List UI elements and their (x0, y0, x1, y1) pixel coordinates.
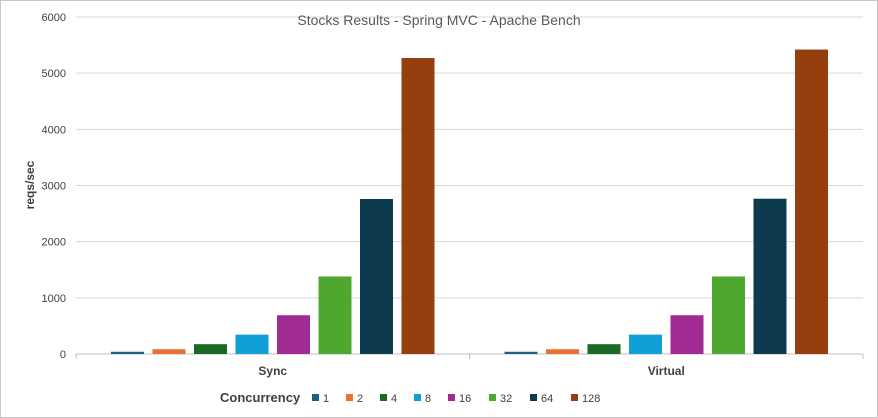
legend-swatch (489, 394, 496, 401)
legend-swatch (530, 394, 537, 401)
legend-entry: 64 (541, 393, 553, 405)
legend-entry: 128 (582, 393, 600, 405)
bar-sync-2 (152, 349, 186, 354)
x-category-label: Sync (258, 364, 287, 378)
legend-swatch (448, 394, 455, 401)
legend-swatch (380, 394, 387, 401)
bar-virtual-128 (795, 49, 828, 355)
bar-virtual-1 (504, 351, 538, 354)
y-tick-label: 2000 (42, 237, 66, 249)
legend-swatch (571, 394, 578, 401)
legend-entry: 8 (425, 393, 431, 405)
y-tick-label: 3000 (42, 181, 66, 193)
bar-virtual-8 (629, 334, 662, 354)
legend-title: Concurrency (220, 390, 301, 405)
bar-sync-16 (277, 315, 310, 354)
bar-sync-32 (318, 276, 352, 354)
y-tick-label: 1000 (42, 293, 66, 305)
y-axis-ticks: 0 1000 2000 3000 4000 5000 6000 (42, 12, 66, 361)
legend-entry: 16 (459, 393, 471, 405)
legend-swatch (346, 394, 353, 401)
category-labels: Sync Virtual (258, 364, 684, 378)
bar-sync-128 (401, 58, 435, 354)
x-category-label: Virtual (648, 364, 685, 378)
y-tick-label: 4000 (42, 124, 66, 136)
bars (111, 49, 828, 355)
legend-swatch (414, 394, 421, 401)
bar-sync-1 (111, 351, 144, 354)
y-tick-label: 5000 (42, 68, 66, 80)
bar-virtual-32 (712, 276, 745, 354)
bar-sync-4 (194, 344, 227, 354)
bar-virtual-64 (753, 198, 787, 354)
chart-title: Stocks Results - Spring MVC - Apache Ben… (297, 12, 580, 28)
legend: Concurrency 1 2 4 8 16 32 64 128 (220, 390, 600, 405)
bar-sync-64 (360, 198, 393, 354)
legend-entry: 1 (323, 393, 329, 405)
bar-virtual-4 (587, 344, 621, 354)
bar-virtual-2 (546, 349, 579, 354)
y-tick-label: 6000 (42, 12, 66, 24)
bar-sync-8 (235, 334, 269, 354)
legend-entry: 2 (357, 393, 363, 405)
legend-swatch (312, 394, 319, 401)
legend-entry: 32 (500, 393, 512, 405)
y-axis-label: reqs/sec (23, 160, 37, 209)
y-tick-label: 0 (60, 349, 66, 361)
legend-entry: 4 (391, 393, 397, 405)
bar-virtual-16 (670, 315, 704, 354)
